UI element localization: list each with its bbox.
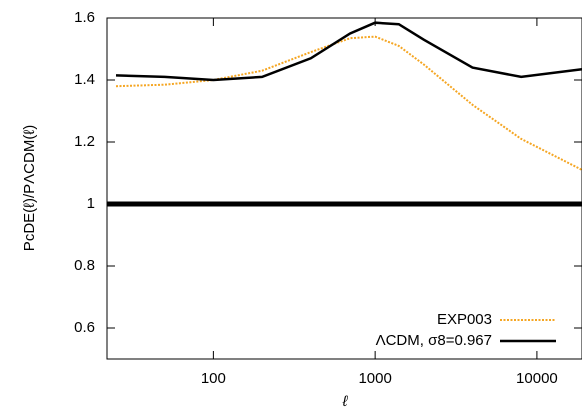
y-tick-label: 0.6 [74, 319, 95, 336]
x-axis-label: ℓ [342, 393, 349, 410]
y-tick-label: 1 [87, 195, 95, 212]
x-tick-label: 10000 [516, 370, 558, 387]
y-axis-label: PcDE(ℓ)/PΛCDM(ℓ) [21, 125, 38, 251]
y-tick-label: 1.2 [74, 133, 95, 150]
y-tick-label: 1.6 [74, 9, 95, 26]
plot-frame [106, 17, 582, 360]
legend-label: ΛCDM, σ8=0.967 [376, 332, 492, 349]
x-tick-label: 1000 [358, 370, 391, 387]
y-tick-label: 0.8 [74, 257, 95, 274]
series-line [115, 21, 582, 82]
series-line [115, 35, 582, 171]
legend-label: EXP003 [437, 311, 492, 328]
y-tick-label: 1.4 [74, 71, 95, 88]
x-tick-label: 100 [201, 370, 226, 387]
